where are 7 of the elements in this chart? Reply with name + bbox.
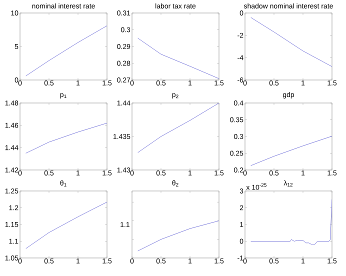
line-series [26,202,108,249]
line-series [250,17,332,67]
line-series [138,38,219,79]
line-series [26,122,108,154]
line-series [26,25,108,76]
line-series [138,102,219,153]
line-series [250,136,332,166]
